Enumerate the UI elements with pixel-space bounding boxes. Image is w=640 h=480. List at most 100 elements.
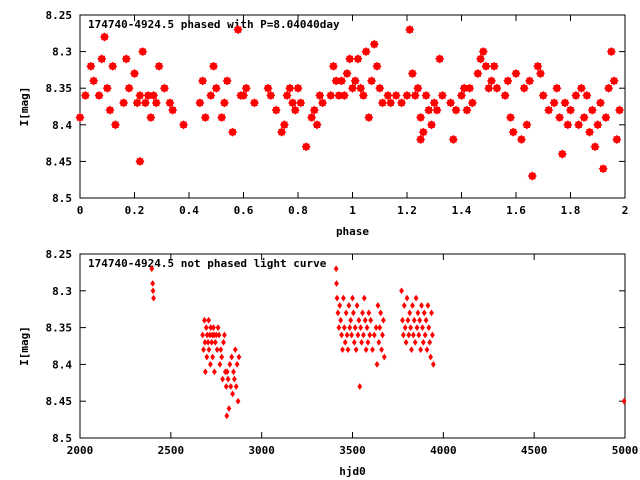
data-point: [214, 346, 220, 354]
data-point-overlay: [583, 92, 591, 99]
data-point-overlay: [343, 70, 351, 77]
data-point: [419, 302, 424, 309]
x-axis-label: hjd0: [339, 465, 366, 478]
data-point: [202, 368, 208, 376]
data-point: [233, 383, 239, 390]
data-point: [373, 324, 379, 331]
y-axis-label: I[mag]: [18, 326, 31, 366]
data-point: [339, 331, 344, 339]
data-point-overlay: [482, 63, 490, 70]
data-point-overlay: [384, 92, 392, 99]
data-point-overlay: [608, 48, 615, 55]
data-point: [406, 331, 412, 339]
data-point: [213, 331, 219, 339]
data-point: [335, 309, 341, 317]
data-point: [224, 412, 230, 420]
data-point-overlay: [112, 121, 119, 128]
y-tick-label: 8.45: [46, 395, 73, 408]
data-point-overlay: [589, 106, 596, 114]
data-point: [426, 324, 432, 331]
data-point-overlay: [403, 92, 411, 99]
y-tick-label: 8.5: [52, 432, 72, 445]
data-point-overlay: [417, 136, 424, 143]
data-point-overlay: [218, 114, 225, 121]
data-point-overlay: [561, 99, 569, 107]
data-point-overlay: [436, 55, 443, 63]
data-point: [359, 338, 364, 346]
data-point-overlay: [461, 85, 468, 92]
data-point: [430, 331, 435, 339]
data-point-overlay: [616, 106, 623, 114]
data-point: [234, 361, 240, 368]
data-point-overlay: [512, 70, 520, 77]
y-tick-label: 8.25: [46, 248, 73, 261]
data-point-overlay: [234, 26, 242, 33]
data-point: [421, 309, 427, 317]
data-point-overlay: [319, 99, 326, 107]
data-point-overlay: [302, 143, 310, 150]
x-tick-label: 1.4: [452, 204, 472, 217]
data-point-overlay: [376, 85, 383, 92]
data-point-overlay: [243, 85, 250, 92]
data-point: [381, 353, 387, 361]
data-point: [365, 338, 371, 346]
data-point: [358, 324, 364, 331]
data-point-overlay: [613, 136, 621, 143]
data-point: [149, 265, 155, 273]
data-point-overlay: [213, 85, 220, 92]
data-point-overlay: [466, 85, 473, 92]
data-point: [223, 383, 229, 390]
data-point: [218, 346, 224, 354]
data-point-overlay: [409, 70, 416, 77]
data-point: [229, 353, 235, 361]
data-point-overlay: [360, 92, 367, 99]
data-point-overlay: [523, 121, 531, 128]
data-point-overlay: [594, 121, 601, 128]
data-point-overlay: [120, 99, 127, 107]
data-point: [340, 346, 345, 354]
data-point-overlay: [605, 85, 612, 92]
x-tick-label: 4500: [521, 444, 548, 457]
data-point-overlay: [567, 106, 574, 114]
data-point: [405, 316, 411, 324]
data-point-overlay: [447, 99, 454, 107]
data-point: [418, 346, 424, 354]
data-point-overlay: [501, 92, 509, 99]
data-point-overlay: [142, 99, 149, 107]
data-point-overlay: [493, 85, 501, 92]
data-point: [413, 294, 419, 302]
data-point-overlay: [281, 121, 288, 128]
data-point-overlay: [452, 106, 460, 114]
data-point-overlay: [273, 106, 280, 114]
data-point: [400, 331, 406, 339]
data-point-overlay: [580, 114, 588, 121]
data-point: [206, 316, 212, 324]
x-tick-label: 1: [349, 204, 356, 217]
data-point-overlay: [332, 77, 340, 85]
data-point-overlay: [556, 114, 563, 121]
data-point: [420, 324, 425, 331]
data-point: [232, 375, 237, 383]
data-point-overlay: [196, 99, 204, 107]
data-point-overlay: [335, 92, 343, 99]
x-tick-label: 0.2: [125, 204, 145, 217]
data-point-overlay: [553, 85, 561, 92]
data-point: [210, 353, 216, 361]
data-point-overlay: [520, 85, 528, 92]
x-tick-label: 0.8: [288, 204, 308, 217]
y-tick-label: 8.5: [52, 192, 72, 205]
data-point: [414, 324, 420, 331]
data-point-overlay: [308, 114, 315, 121]
data-point-overlay: [477, 55, 484, 63]
data-point-overlay: [510, 128, 517, 136]
data-point-overlay: [428, 121, 435, 128]
data-point-overlay: [294, 85, 302, 92]
data-point: [231, 368, 236, 376]
data-point: [425, 302, 431, 309]
data-point-overlay: [420, 128, 427, 136]
data-point-overlay: [504, 77, 512, 85]
data-point-overlay: [283, 92, 291, 99]
data-point-overlay: [474, 70, 482, 77]
plot-frame: [79, 253, 626, 439]
chart-title: 174740-4924.5 phased with P=8.04040day: [88, 18, 340, 31]
